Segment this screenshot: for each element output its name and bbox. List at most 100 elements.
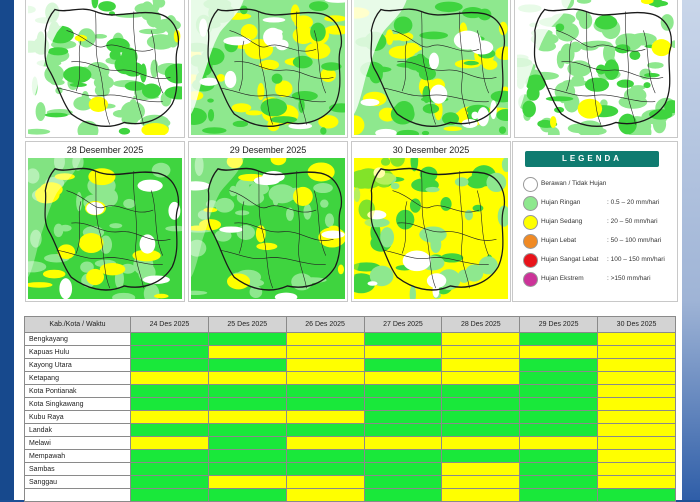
rain-map-image — [191, 0, 345, 135]
forecast-cell — [363, 475, 443, 489]
forecast-cell — [519, 475, 599, 489]
forecast-cell — [130, 436, 209, 450]
forecast-cell — [597, 358, 676, 372]
legend-label: Hujan Sangat Lebat — [541, 256, 599, 263]
forecast-cell — [363, 436, 443, 450]
forecast-cell — [285, 397, 365, 411]
forecast-cell — [130, 488, 209, 502]
legend-label: Hujan Sedang — [541, 218, 583, 225]
forecast-cell — [130, 384, 209, 398]
table-row: Sambas — [24, 462, 676, 476]
forecast-cell — [519, 384, 599, 398]
forecast-cell — [130, 397, 209, 411]
forecast-cell — [285, 384, 365, 398]
forecast-cell — [285, 358, 365, 372]
forecast-cell — [597, 449, 676, 463]
forecast-cell — [363, 462, 443, 476]
legend-swatch — [523, 215, 538, 230]
regency-name — [24, 488, 131, 502]
forecast-map-4 — [514, 0, 678, 138]
forecast-cell — [441, 436, 521, 450]
legend-label: Hujan Ringan — [541, 199, 581, 206]
forecast-cell — [207, 436, 287, 450]
forecast-map-3 — [351, 0, 511, 138]
regency-name: Mempawah — [24, 449, 131, 463]
forecast-cell — [363, 488, 443, 502]
regency-name: Sambas — [24, 462, 131, 476]
legend-range: : 50 – 100 mm/hari — [607, 237, 662, 244]
forecast-cell — [130, 345, 209, 359]
rain-map-image — [28, 158, 182, 299]
date-header: 30 Des 2025 — [597, 316, 676, 333]
forecast-cell — [207, 332, 287, 346]
regency-name: Kayong Utara — [24, 358, 131, 372]
forecast-cell — [285, 475, 365, 489]
table-row: Landak — [24, 423, 676, 437]
forecast-cell — [441, 397, 521, 411]
table-row: Kapuas Hulu — [24, 345, 676, 359]
forecast-cell — [597, 423, 676, 437]
legend-range: : >150 mm/hari — [607, 275, 651, 282]
forecast-cell — [441, 449, 521, 463]
rain-map-image — [28, 0, 182, 135]
forecast-cell — [519, 462, 599, 476]
date-header: 26 Des 2025 — [285, 316, 365, 333]
forecast-cell — [285, 436, 365, 450]
table-row: Kota Pontianak — [24, 384, 676, 398]
forecast-cell — [285, 371, 365, 385]
forecast-cell — [130, 332, 209, 346]
forecast-cell — [363, 371, 443, 385]
map-date-title: 29 Desember 2025 — [229, 145, 307, 155]
forecast-cell — [207, 358, 287, 372]
forecast-map-28: 28 Desember 2025 — [25, 141, 185, 302]
forecast-cell — [597, 384, 676, 398]
forecast-cell — [441, 462, 521, 476]
corner-header: Kab./Kota / Waktu — [24, 316, 131, 333]
table-row: Melawi — [24, 436, 676, 450]
forecast-cell — [285, 449, 365, 463]
forecast-cell — [207, 488, 287, 502]
forecast-cell — [519, 449, 599, 463]
regency-name: Kota Pontianak — [24, 384, 131, 398]
forecast-cell — [130, 449, 209, 463]
date-header: 28 Des 2025 — [441, 316, 521, 333]
forecast-cell — [597, 345, 676, 359]
legend-swatch — [523, 234, 538, 249]
forecast-cell — [363, 397, 443, 411]
forecast-cell — [285, 332, 365, 346]
forecast-cell — [207, 397, 287, 411]
forecast-cell — [441, 332, 521, 346]
forecast-cell — [363, 449, 443, 463]
forecast-cell — [597, 488, 676, 502]
forecast-cell — [207, 345, 287, 359]
forecast-cell — [597, 462, 676, 476]
forecast-cell — [441, 345, 521, 359]
table-row: Mempawah — [24, 449, 676, 463]
forecast-map-1 — [25, 0, 185, 138]
legend-label: Berawan / Tidak Hujan — [541, 180, 607, 187]
regency-name: Bengkayang — [24, 332, 131, 346]
forecast-cell — [130, 462, 209, 476]
table-row: Kota Singkawang — [24, 397, 676, 411]
legend-title: LEGENDA — [525, 151, 659, 167]
legend-swatch — [523, 272, 538, 287]
legend-swatch — [523, 177, 538, 192]
forecast-cell — [207, 423, 287, 437]
forecast-cell — [207, 462, 287, 476]
forecast-cell — [519, 332, 599, 346]
date-header: 29 Des 2025 — [519, 316, 599, 333]
forecast-cell — [519, 345, 599, 359]
forecast-cell — [285, 462, 365, 476]
rain-map-image — [517, 0, 675, 135]
table-row — [24, 488, 676, 502]
rain-map-image — [354, 0, 508, 135]
map-date-title: 28 Desember 2025 — [66, 145, 144, 155]
forecast-cell — [207, 449, 287, 463]
forecast-cell — [130, 475, 209, 489]
legend-range: : 100 – 150 mm/hari — [607, 256, 665, 263]
forecast-cell — [441, 475, 521, 489]
forecast-cell — [363, 332, 443, 346]
forecast-map-2 — [188, 0, 348, 138]
forecast-cell — [363, 345, 443, 359]
regency-forecast-table: Kab./Kota / Waktu 24 Des 2025 25 Des 202… — [24, 316, 676, 502]
